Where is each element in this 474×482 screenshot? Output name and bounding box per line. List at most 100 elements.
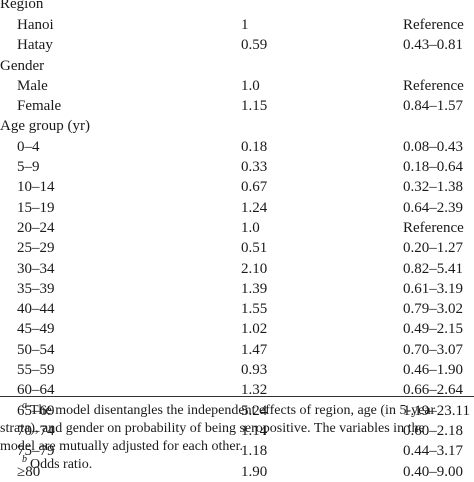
table-row: 25–29 0.51 0.20–1.27 [0, 238, 474, 258]
odds-ratio-value: 1.18 [241, 443, 268, 460]
row-label: 70–74 [17, 422, 55, 439]
confidence-interval-value: 0.18–0.64 [403, 159, 463, 176]
row-label: 45–49 [17, 321, 55, 338]
row-label: 65–69 [17, 402, 55, 419]
confidence-interval-value: 0.82–5.41 [403, 260, 463, 277]
row-label: 5–9 [17, 159, 40, 176]
confidence-interval-value: 0.32–1.38 [403, 179, 463, 196]
table-row: 60–64 1.32 0.66–2.64 [0, 380, 474, 400]
section-heading-gender: Gender [0, 56, 474, 76]
table-row: 75–79 1.18 0.44–3.17 [0, 441, 474, 461]
odds-ratio-value: 5.24 [241, 402, 268, 419]
table-row: 0–4 0.18 0.08–0.43 [0, 137, 474, 157]
confidence-interval-value: 0.49–2.15 [403, 321, 463, 338]
table-row: Male 1.0 Reference [0, 76, 474, 96]
row-label: Hatay [17, 37, 53, 54]
row-label: 50–54 [17, 341, 55, 358]
confidence-interval-value: 0.46–1.90 [403, 362, 463, 379]
footnote-marker: a [22, 400, 27, 412]
confidence-interval-value: 0.64–2.39 [403, 199, 463, 216]
confidence-interval-value: 0.61–3.19 [403, 280, 463, 297]
row-label: 15–19 [17, 199, 55, 216]
confidence-interval-value: 0.84–1.57 [403, 98, 463, 115]
footnote-text: model are mutually adjusted for each oth… [0, 439, 243, 454]
row-label: 55–59 [17, 362, 55, 379]
confidence-interval-value: 0.40–9.00 [403, 463, 463, 480]
row-label: 30–34 [17, 260, 55, 277]
odds-ratio-value: 1 [241, 17, 249, 33]
odds-ratio-value: 0.93 [241, 362, 268, 379]
table-row: 5–9 0.33 0.18–0.64 [0, 157, 474, 177]
table-row: 65–69 5.24 1.19–23.11 [0, 401, 474, 421]
section-heading-label: Region [0, 0, 44, 12]
table-footnotes: a The model disentangles the independent … [0, 400, 474, 474]
confidence-interval-value: 0.43–0.81 [403, 37, 463, 54]
row-label: 20–24 [17, 219, 55, 236]
odds-ratio-value: 1.02 [241, 321, 268, 338]
confidence-interval-value: 0.66–2.64 [403, 382, 463, 399]
footnote-text: Odds ratio. [30, 457, 93, 472]
footnote-a-continued: model are mutually adjusted for each oth… [0, 438, 474, 456]
confidence-interval-value: Reference [403, 219, 464, 236]
confidence-interval-value: 0.79–3.02 [403, 301, 463, 318]
table-row: 35–39 1.39 0.61–3.19 [0, 279, 474, 299]
row-label: Female [17, 98, 62, 115]
odds-ratio-value: 1.90 [241, 463, 268, 480]
odds-ratio-value: 1.0 [241, 219, 260, 236]
odds-ratio-value: 0.33 [241, 159, 268, 176]
table-row: Female 1.15 0.84–1.57 [0, 96, 474, 116]
row-label: 75–79 [17, 443, 55, 460]
section-heading-age-group: Age group (yr) [0, 116, 474, 136]
odds-ratio-value: 0.67 [241, 179, 268, 196]
table-row: 45–49 1.02 0.49–2.15 [0, 319, 474, 339]
row-label: 35–39 [17, 280, 55, 297]
confidence-interval-value: Reference [403, 77, 464, 94]
row-label: 60–64 [17, 382, 55, 399]
confidence-interval-value: 0.70–3.07 [403, 341, 463, 358]
confidence-interval-value: 0.08–0.43 [403, 138, 463, 155]
section-heading-label: Age group (yr) [0, 118, 90, 135]
row-label: Male [17, 77, 48, 94]
footnote-a: a The model disentangles the independent … [0, 400, 474, 420]
confidence-interval-value: 0.20–1.27 [403, 240, 463, 257]
section-heading-label: Gender [0, 57, 45, 74]
odds-ratio-value: 1.47 [241, 341, 268, 358]
odds-ratio-value: 0.18 [241, 138, 268, 155]
table-row: 55–59 0.93 0.46–1.90 [0, 360, 474, 380]
odds-ratio-value: 1.55 [241, 301, 268, 318]
footnote-text: The model disentangles the independent e… [30, 403, 436, 418]
confidence-interval-value: 0.44–3.17 [403, 443, 463, 460]
odds-ratio-value: 2.10 [241, 260, 268, 277]
row-label: Hanoi [17, 17, 54, 33]
odds-ratio-value: 0.59 [241, 37, 268, 54]
table-row: Hanoi 1 Reference [0, 15, 474, 35]
row-label: 0–4 [17, 138, 40, 155]
odds-ratio-value: 1.0 [241, 77, 260, 94]
footnote-marker: b [22, 454, 27, 466]
table-row: Hatay 0.59 0.43–0.81 [0, 35, 474, 55]
table-row: 70–74 1.14 0.60–2.18 [0, 421, 474, 441]
table-row: ≥80 1.90 0.40–9.00 [0, 462, 474, 482]
row-label: 40–44 [17, 301, 55, 318]
footnote-a-continued: strata), and gender on probability of be… [0, 420, 474, 438]
table-row: 20–24 1.0 Reference [0, 218, 474, 238]
table-row: 10–14 0.67 0.32–1.38 [0, 177, 474, 197]
table-row: 30–34 2.10 0.82–5.41 [0, 259, 474, 279]
table-row: 50–54 1.47 0.70–3.07 [0, 340, 474, 360]
odds-ratio-value: 0.51 [241, 240, 268, 257]
row-label: 25–29 [17, 240, 55, 257]
odds-ratio-value: 1.15 [241, 98, 268, 115]
confidence-interval-value: 1.19–23.11 [403, 402, 470, 419]
table-row: 15–19 1.24 0.64–2.39 [0, 198, 474, 218]
table-row: 40–44 1.55 0.79–3.02 [0, 299, 474, 319]
confidence-interval-value: Reference [403, 17, 464, 33]
odds-ratio-value: 1.32 [241, 382, 268, 399]
section-heading-region: Region [0, 0, 474, 15]
odds-ratio-value: 1.39 [241, 280, 268, 297]
confidence-interval-value: 0.60–2.18 [403, 422, 463, 439]
odds-ratio-value: 1.14 [241, 422, 268, 439]
row-label: 10–14 [17, 179, 55, 196]
footnote-b: b Odds ratio. [0, 454, 474, 474]
row-label: ≥80 [17, 463, 41, 480]
